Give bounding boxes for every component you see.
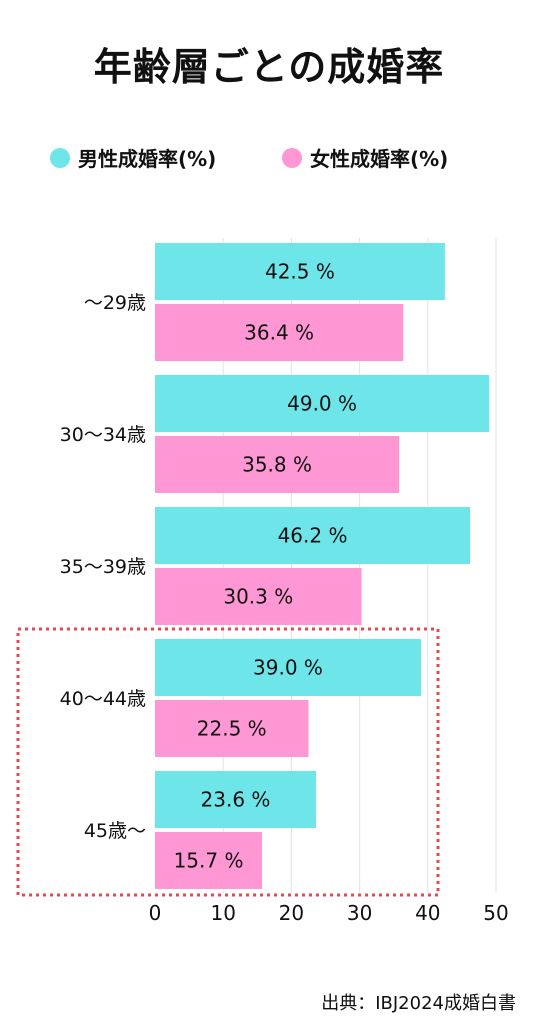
category-label-2: 35〜39歳 xyxy=(60,556,146,578)
chart-title: 年齢層ごとの成婚率 xyxy=(93,45,445,89)
bar-female-0 xyxy=(155,304,404,361)
data-label-male-3: 39.0 % xyxy=(253,656,323,680)
x-tick-label-20: 20 xyxy=(279,901,304,925)
bar-male-2 xyxy=(155,507,471,564)
bar-female-4 xyxy=(155,832,263,889)
category-label-0: 〜29歳 xyxy=(84,292,146,314)
legend-dot-male xyxy=(50,147,70,168)
category-label-3: 40〜44歳 xyxy=(60,688,146,710)
data-label-female-2: 30.3 % xyxy=(223,585,293,609)
legend-dot-female xyxy=(282,147,302,168)
source-note: 出典：IBJ2024成婚白書 xyxy=(321,993,516,1014)
x-tick-label-50: 50 xyxy=(483,901,508,925)
data-label-female-0: 36.4 % xyxy=(244,321,314,345)
bar-chart: 42.5 % 36.4 % 〜29歳 49.0 % 35.8 % 30〜34歳 46.2 %… xyxy=(16,238,509,925)
legend-label-female: 女性成婚率(%) xyxy=(310,147,449,171)
data-label-male-4: 23.6 % xyxy=(201,788,271,812)
x-tick-label-40: 40 xyxy=(415,901,440,925)
legend-item-female: 女性成婚率(%) xyxy=(282,143,448,172)
bar-male-1 xyxy=(155,375,490,432)
highlight-box xyxy=(16,627,440,897)
data-label-male-0: 42.5 % xyxy=(265,260,335,284)
data-label-female-4: 15.7 % xyxy=(174,849,244,873)
data-label-female-1: 35.8 % xyxy=(242,453,312,477)
bar-female-3 xyxy=(155,700,309,757)
x-tick-label-30: 30 xyxy=(347,901,372,925)
bar-male-0 xyxy=(155,243,445,300)
x-tick-label-10: 10 xyxy=(210,901,235,925)
category-label-1: 30〜34歳 xyxy=(60,424,146,446)
data-label-male-2: 46.2 % xyxy=(278,524,348,548)
x-tick-label-0: 0 xyxy=(149,901,162,925)
bar-female-2 xyxy=(155,568,362,625)
data-label-male-1: 49.0 % xyxy=(287,392,357,416)
legend-label-male: 男性成婚率(%) xyxy=(78,147,217,171)
legend: 男性成婚率(%) 女性成婚率(%) xyxy=(0,143,538,173)
category-label-4: 45歳〜 xyxy=(84,820,146,842)
bar-male-4 xyxy=(155,771,316,828)
legend-item-male: 男性成婚率(%) xyxy=(50,143,216,172)
data-label-female-3: 22.5 % xyxy=(197,717,267,741)
bar-female-1 xyxy=(155,436,400,493)
bar-male-3 xyxy=(155,639,421,696)
